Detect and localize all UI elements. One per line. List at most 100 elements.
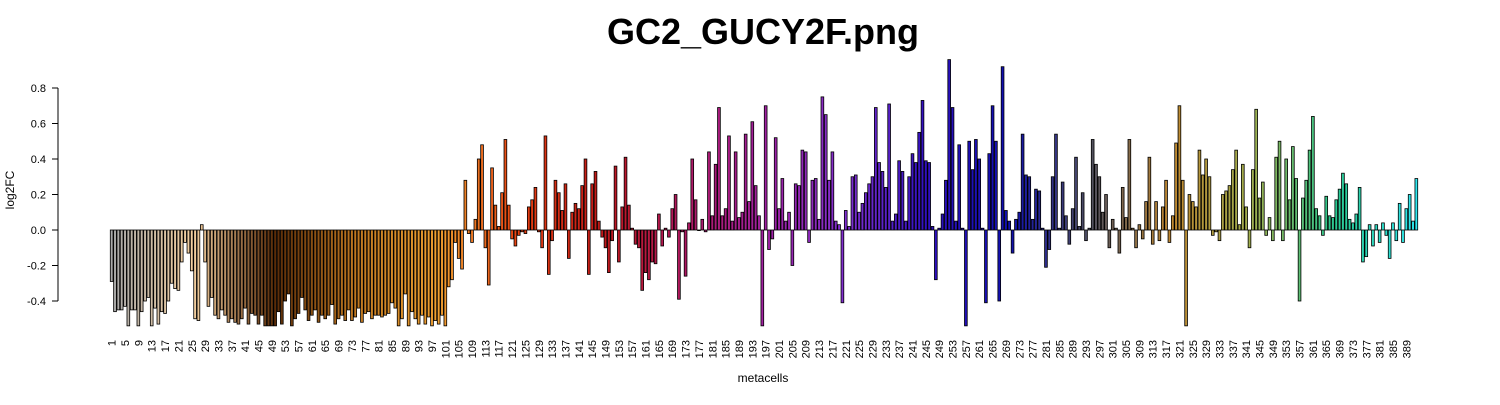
bar	[1204, 158, 1208, 231]
bar	[456, 229, 461, 259]
bar	[466, 229, 471, 234]
bar	[250, 229, 254, 314]
x-tick-label: 233	[881, 340, 893, 358]
bar	[583, 158, 588, 231]
bar	[1174, 142, 1178, 231]
x-tick-label: 317	[1161, 340, 1173, 358]
bar	[1334, 199, 1339, 231]
bar	[1304, 179, 1308, 231]
bar	[220, 229, 224, 311]
bar	[687, 222, 691, 231]
bar	[1064, 215, 1068, 231]
bar	[1047, 229, 1052, 250]
bar	[807, 229, 811, 243]
bar	[189, 229, 194, 272]
x-tick-label: 29	[200, 340, 212, 352]
x-tick-label: 205	[787, 340, 799, 358]
bar	[420, 229, 424, 316]
bar	[1017, 211, 1022, 231]
bar	[280, 229, 284, 325]
bar	[1227, 185, 1232, 231]
bar	[316, 229, 321, 323]
bar	[1234, 149, 1238, 231]
bar	[1007, 220, 1012, 231]
bar	[1110, 218, 1115, 231]
bar	[503, 139, 508, 231]
bar	[914, 162, 918, 231]
x-tick-label: 141	[574, 340, 586, 358]
bar	[1140, 229, 1145, 240]
bar	[770, 229, 775, 240]
bar	[627, 204, 631, 231]
bar	[403, 229, 408, 295]
bar	[984, 229, 988, 304]
bar	[513, 229, 518, 247]
bar	[1221, 194, 1225, 231]
bar	[1361, 229, 1365, 263]
x-tick-label: 373	[1348, 340, 1360, 358]
bar	[1087, 227, 1092, 231]
bar	[1037, 190, 1042, 231]
bar	[1274, 156, 1278, 231]
bar	[1237, 224, 1242, 231]
bar	[433, 229, 438, 321]
y-tick-label: -0.2	[27, 261, 46, 273]
bar	[1357, 186, 1362, 231]
bars-group	[109, 59, 1419, 327]
bar	[690, 158, 695, 231]
bar	[116, 229, 121, 311]
bar	[994, 140, 998, 231]
x-tick-label: 213	[814, 340, 826, 358]
x-tick-label: 257	[961, 340, 973, 358]
bar	[550, 229, 554, 242]
x-tick-label: 201	[774, 340, 786, 358]
y-tick-label: 0.6	[31, 119, 46, 131]
bar	[1107, 229, 1112, 249]
bar	[1337, 188, 1342, 231]
bar	[300, 229, 304, 298]
bar	[693, 199, 698, 231]
bar	[737, 217, 741, 231]
bar	[960, 227, 965, 231]
bar	[597, 220, 601, 231]
x-tick-label: 281	[1041, 340, 1053, 358]
x-axis-label: metacells	[738, 371, 789, 385]
bar	[1137, 224, 1142, 231]
bar	[1331, 217, 1335, 231]
bar	[1074, 156, 1078, 231]
bar	[987, 153, 991, 231]
bar	[1411, 220, 1415, 231]
bar	[380, 229, 384, 318]
bar	[1084, 229, 1088, 242]
y-tick-label: 0.4	[31, 154, 46, 166]
bar	[1127, 139, 1132, 231]
x-tick-label: 229	[867, 340, 879, 358]
bar	[246, 229, 251, 325]
x-tick-label: 261	[974, 340, 986, 358]
bar	[330, 229, 334, 305]
bar	[980, 227, 985, 231]
bar	[603, 229, 608, 249]
bar	[1060, 181, 1065, 231]
bar	[1144, 201, 1148, 231]
bar	[1344, 183, 1349, 231]
x-tick-label: 49	[267, 340, 279, 352]
bar	[590, 183, 594, 231]
bar	[547, 229, 551, 275]
x-tick-label: 341	[1241, 340, 1253, 358]
bar	[123, 229, 127, 307]
x-tick-label: 369	[1335, 340, 1347, 358]
x-tick-label: 169	[667, 340, 679, 358]
bar	[256, 229, 261, 325]
bar	[446, 229, 451, 288]
bar	[1114, 227, 1118, 231]
bar	[1030, 218, 1035, 231]
bar	[1277, 140, 1282, 231]
bar	[506, 204, 511, 231]
bar	[887, 103, 891, 231]
bar	[817, 218, 821, 231]
x-tick-label: 377	[1361, 340, 1373, 358]
x-tick-label: 113	[480, 340, 492, 358]
bar	[763, 105, 768, 231]
bar	[310, 229, 314, 316]
